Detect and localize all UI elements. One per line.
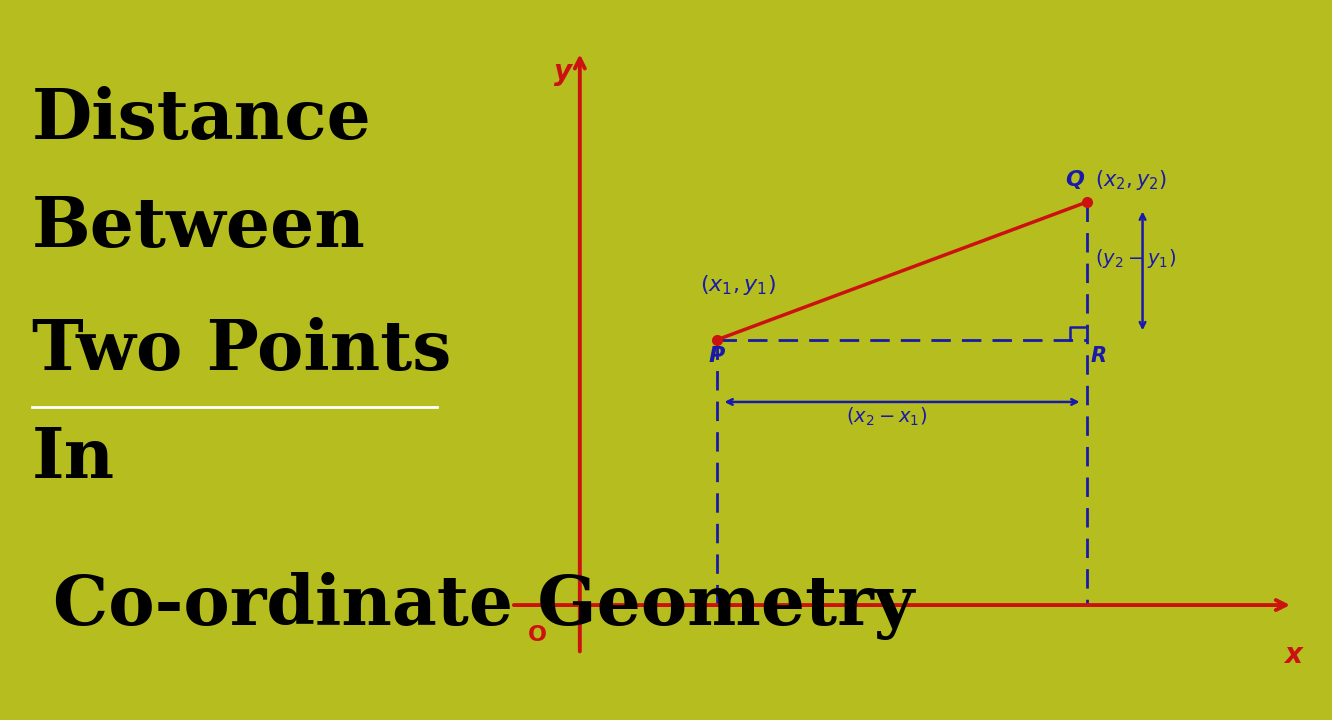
Text: $(y_2-y_1)$: $(y_2-y_1)$ <box>1095 248 1176 270</box>
Text: Two Points: Two Points <box>32 317 452 384</box>
Text: In: In <box>32 425 116 492</box>
Text: R: R <box>1091 346 1107 366</box>
Text: Between: Between <box>32 194 366 261</box>
Text: Q: Q <box>1066 170 1084 190</box>
Text: Co-ordinate Geometry: Co-ordinate Geometry <box>53 572 915 640</box>
Text: $(x_1,y_1)$: $(x_1,y_1)$ <box>701 273 777 297</box>
Text: O: O <box>529 625 547 645</box>
Text: Distance: Distance <box>32 86 372 153</box>
Text: x: x <box>1284 641 1303 669</box>
Text: P: P <box>709 346 725 366</box>
Text: $(x_2,y_2)$: $(x_2,y_2)$ <box>1095 168 1167 192</box>
Text: $(x_2-x_1)$: $(x_2-x_1)$ <box>846 405 927 428</box>
Text: y: y <box>554 58 573 86</box>
